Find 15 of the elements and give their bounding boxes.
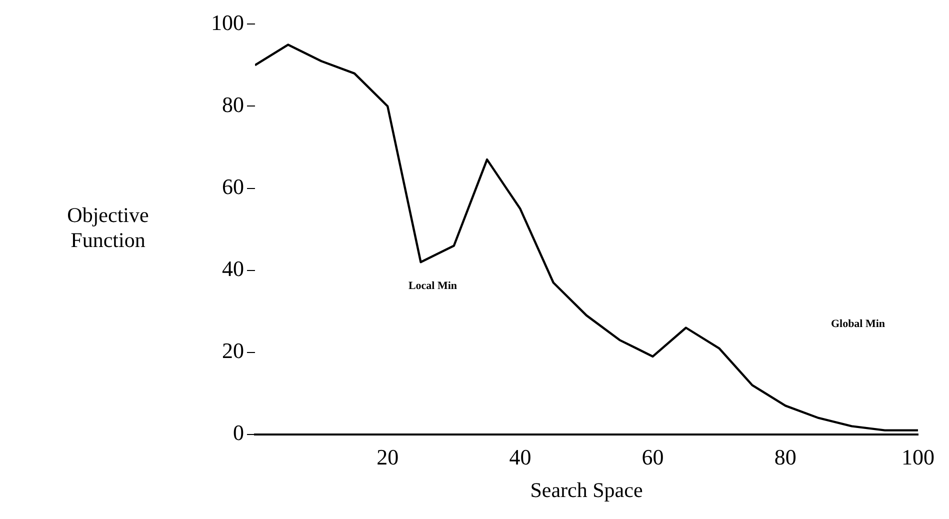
y-tick-label: 80 xyxy=(222,92,244,118)
y-tick-label: 20 xyxy=(222,338,244,364)
annotation: Local Min xyxy=(408,280,458,292)
y-axis-title: Objective Function xyxy=(66,203,150,254)
y-tick-label: 60 xyxy=(222,174,244,200)
x-tick-label: 60 xyxy=(642,444,664,470)
y-tick-label: 40 xyxy=(222,256,244,282)
x-tick-label: 40 xyxy=(509,444,532,470)
x-tick-label: 100 xyxy=(902,444,934,470)
y-tick-label: 0 xyxy=(233,420,244,446)
x-tick-label: 80 xyxy=(774,444,796,470)
x-axis-title: Search Space xyxy=(530,478,643,502)
annotation: Global Min xyxy=(830,318,886,330)
y-tick-label: 100 xyxy=(211,10,244,35)
x-tick-label: 20 xyxy=(376,444,399,470)
